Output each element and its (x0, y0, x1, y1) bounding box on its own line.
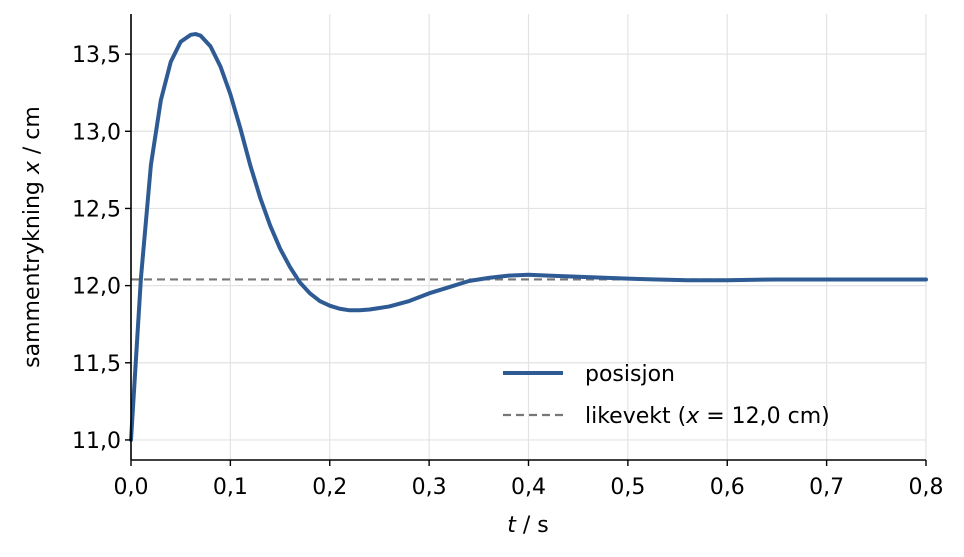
x-axis-label: t / s (507, 513, 549, 538)
y-tick-label: 13,0 (72, 120, 121, 145)
x-ticks: 0,0 0,1 0,2 0,3 0,4 0,5 0,6 0,7 0,8 (114, 460, 944, 500)
y-tick-label: 12,0 (72, 275, 121, 300)
y-axis-label-unit: / cm (20, 106, 45, 161)
legend-likevekt-text: likevekt ( (585, 404, 686, 429)
series-layer (129, 32, 928, 442)
y-axis-label: sammentrykning x / cm (20, 106, 45, 368)
x-axis-label-var: t (507, 513, 517, 538)
x-tick-label: 0,3 (412, 475, 447, 500)
y-ticks: 11,0 11,5 12,0 12,5 13,0 13,5 (72, 43, 131, 454)
x-tick-label: 0,2 (312, 475, 347, 500)
legend-likevekt-var: x (685, 404, 700, 429)
grid (130, 14, 927, 460)
x-axis-label-unit: / s (516, 513, 549, 538)
x-tick-label: 0,5 (610, 475, 645, 500)
y-axis-label-text: sammentrykning (20, 174, 45, 368)
y-tick-label: 11,5 (72, 352, 121, 377)
x-tick-label: 0,1 (213, 475, 248, 500)
legend-label-likevekt: likevekt (x = 12,0 cm) (585, 404, 830, 429)
legend-likevekt-rest: = 12,0 cm) (699, 404, 830, 429)
x-tick-label: 0,8 (909, 475, 944, 500)
y-tick-label: 13,5 (72, 43, 121, 68)
series-line-posisjon (129, 32, 928, 442)
x-tick-label: 0,6 (710, 475, 745, 500)
y-axis-label-var: x (20, 160, 45, 175)
y-tick-label: 11,0 (72, 429, 121, 454)
x-tick-label: 0,0 (114, 475, 149, 500)
legend-label-posisjon: posisjon (585, 362, 675, 387)
y-tick-label: 12,5 (72, 197, 121, 222)
legend: posisjon likevekt (x = 12,0 cm) (503, 362, 830, 429)
x-tick-label: 0,4 (511, 475, 546, 500)
x-tick-label: 0,7 (809, 475, 844, 500)
